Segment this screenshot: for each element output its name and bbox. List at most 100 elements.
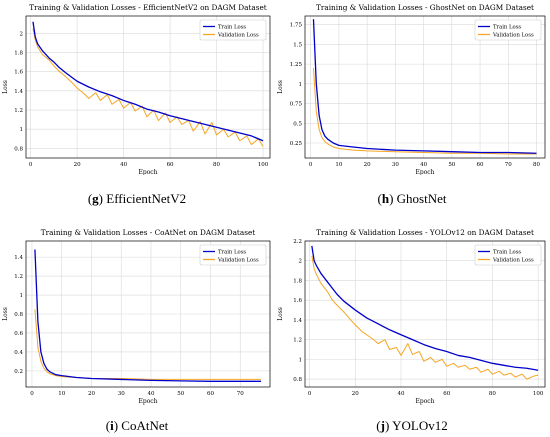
legend-label: Validation Loss (492, 258, 534, 264)
figure-caption-h: (h) GhostNet (377, 191, 447, 206)
y-tick-label: 1 (299, 357, 303, 363)
x-tick-label: 40 (120, 162, 127, 168)
y-axis-label: Loss (277, 307, 284, 321)
x-axis-label: Epoch (138, 398, 157, 405)
train-loss-line (312, 19, 537, 154)
y-tick-label: 1.4 (14, 89, 23, 95)
legend-label: Validation Loss (217, 33, 259, 39)
chart-panel-ghostnet: Training & Validation Losses - GhostNet … (275, 0, 550, 175)
x-axis-label: Epoch (415, 169, 434, 175)
x-tick-label: 50 (448, 162, 455, 168)
caption-letter: g (92, 191, 99, 206)
x-tick-label: 0 (30, 391, 34, 397)
y-tick-label: 1.6 (14, 70, 23, 76)
chart-title: Training & Validation Losses - Efficient… (29, 3, 267, 12)
x-tick-label: 10 (58, 391, 65, 397)
x-tick-label: 100 (258, 162, 269, 168)
validation-loss-line (32, 28, 264, 147)
x-tick-label: 100 (533, 391, 544, 397)
x-tick-label: 50 (177, 391, 184, 397)
caption-text: GhostNet (393, 191, 447, 206)
legend-box (199, 244, 267, 266)
y-tick-label: 2.2 (293, 239, 302, 245)
y-tick-label: 0.5 (293, 121, 302, 127)
chart-title: Training & Validation Losses - GhostNet … (316, 3, 534, 12)
x-tick-label: 60 (443, 391, 450, 397)
y-tick-label: 1.6 (293, 298, 302, 304)
chart-title: Training & Validation Losses - CoAtNet o… (41, 228, 255, 237)
y-tick-label: 2 (299, 259, 303, 265)
x-tick-label: 10 (335, 162, 342, 168)
legend-label: Train Loss (493, 250, 521, 256)
x-tick-label: 20 (74, 162, 81, 168)
y-tick-label: 0.8 (293, 377, 302, 383)
x-tick-label: 30 (392, 162, 399, 168)
y-tick-label: 1.5 (293, 42, 302, 48)
x-axis-label: Epoch (415, 398, 434, 405)
y-tick-label: 0.8 (14, 146, 23, 152)
y-tick-label: 0.25 (290, 141, 303, 147)
plot-frame (304, 240, 546, 388)
legend-label: Validation Loss (217, 258, 259, 264)
y-tick-label: 1.2 (14, 108, 23, 114)
x-tick-label: 40 (420, 162, 427, 168)
chart-panel-yolov12: Training & Validation Losses - YOLOv12 o… (275, 225, 550, 405)
x-tick-label: 60 (477, 162, 484, 168)
y-axis-label: Loss (277, 80, 284, 94)
legend-label: Train Loss (218, 25, 246, 31)
legend-label: Train Loss (218, 250, 246, 256)
y-tick-label: 1.75 (290, 23, 303, 29)
train-loss-line (32, 21, 264, 142)
train-loss-line (311, 245, 539, 371)
y-tick-label: 1.8 (14, 50, 23, 56)
chart-title: Training & Validation Losses - YOLOv12 o… (316, 228, 534, 237)
caption-letter: h (381, 191, 390, 206)
caption-text: EfficientNetV2 (103, 191, 187, 206)
x-tick-label: 80 (489, 391, 496, 397)
x-tick-label: 40 (398, 391, 405, 397)
caption-text: YOLOv12 (389, 418, 448, 433)
loss-chart-efficientnetv2: Training & Validation Losses - Efficient… (2, 3, 271, 175)
x-tick-label: 20 (352, 391, 359, 397)
legend-box (474, 19, 542, 41)
y-tick-label: 0.75 (290, 102, 303, 108)
figure-caption-j: (j) YOLOv12 (376, 418, 448, 433)
y-tick-label: 0.4 (14, 350, 23, 356)
plot-frame (25, 240, 271, 388)
x-tick-label: 70 (237, 391, 244, 397)
caption-letter: i (110, 418, 114, 433)
x-axis-label: Epoch (138, 169, 157, 175)
x-tick-label: 80 (533, 162, 540, 168)
legend-label: Train Loss (493, 25, 521, 31)
x-tick-label: 30 (118, 391, 125, 397)
x-tick-label: 20 (88, 391, 95, 397)
x-tick-label: 0 (308, 391, 312, 397)
y-axis-label: Loss (2, 80, 9, 94)
y-tick-label: 1 (299, 82, 303, 88)
x-tick-label: 20 (364, 162, 371, 168)
legend-box (199, 19, 267, 41)
legend-box (474, 244, 542, 266)
chart-panel-efficientnetv2: Training & Validation Losses - Efficient… (0, 0, 275, 175)
validation-loss-line (312, 68, 537, 155)
validation-loss-line (311, 255, 539, 380)
y-tick-label: 1.25 (290, 62, 303, 68)
loss-chart-coatnet: Training & Validation Losses - CoAtNet o… (2, 228, 271, 405)
loss-chart-yolov12: Training & Validation Losses - YOLOv12 o… (277, 228, 546, 405)
figure-caption-g: (g) EfficientNetV2 (87, 191, 187, 206)
y-tick-label: 1 (20, 127, 24, 133)
x-tick-label: 60 (207, 391, 214, 397)
validation-loss-line (34, 309, 262, 380)
x-tick-label: 0 (29, 162, 33, 168)
y-axis-label: Loss (2, 307, 9, 321)
y-tick-label: 0.2 (14, 369, 23, 375)
loss-chart-ghostnet: Training & Validation Losses - GhostNet … (277, 3, 546, 175)
train-loss-line (34, 249, 262, 382)
y-tick-label: 1.8 (293, 278, 302, 284)
x-tick-label: 70 (505, 162, 512, 168)
x-tick-label: 60 (167, 162, 174, 168)
caption-letter: j (380, 418, 385, 433)
y-tick-label: 1.2 (293, 338, 302, 344)
legend-label: Validation Loss (492, 33, 534, 39)
y-tick-label: 1.4 (14, 255, 23, 261)
